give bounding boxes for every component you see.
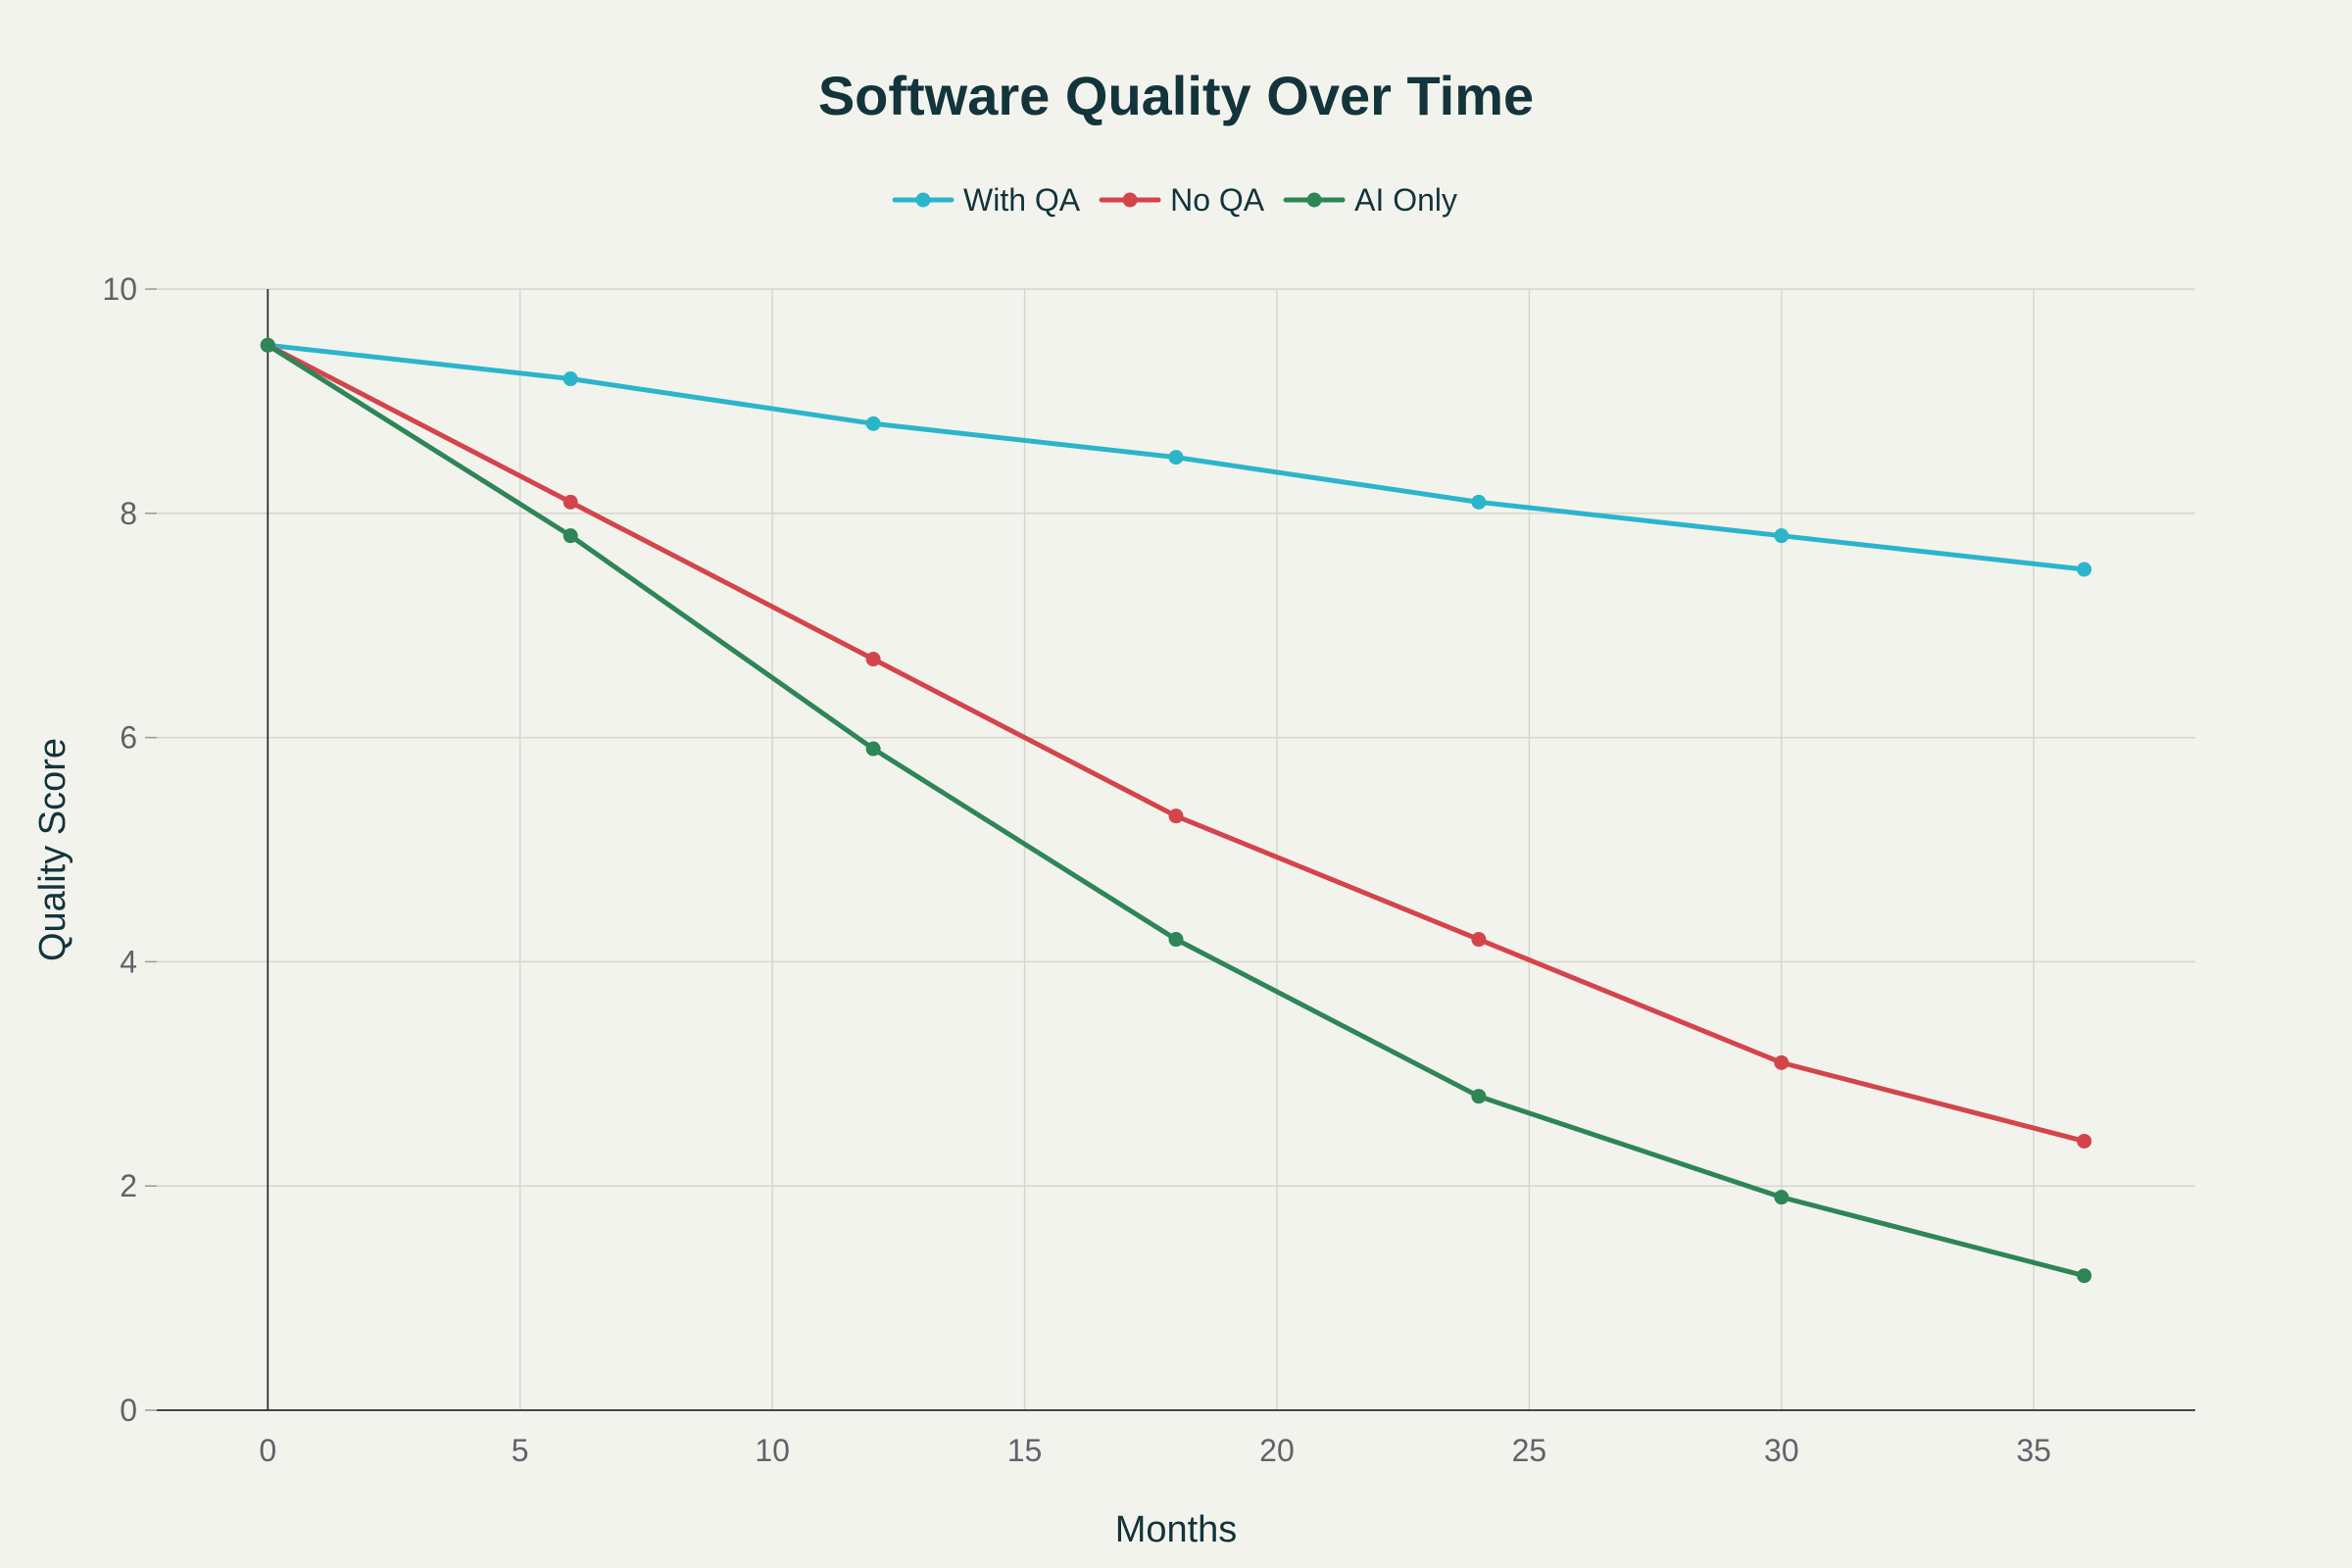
legend-swatch-marker — [1306, 192, 1322, 208]
data-point-with-qa — [1168, 450, 1184, 466]
axes — [157, 289, 2195, 1411]
x-tick-label: 15 — [1007, 1433, 1043, 1468]
data-point-ai-only — [1774, 1190, 1789, 1205]
grid-lines — [145, 288, 2195, 1411]
data-series — [260, 337, 2092, 1284]
x-tick-label: 25 — [1512, 1433, 1547, 1468]
series-ai-only — [260, 337, 2092, 1284]
y-tick-label: 6 — [120, 720, 137, 756]
x-axis-ticks: 0 5 10 15 20 25 30 35 — [259, 1433, 2051, 1468]
data-point-with-qa — [563, 371, 578, 387]
data-point-no-qa — [563, 494, 578, 510]
data-point-ai-only — [1471, 1089, 1487, 1104]
x-tick-label: 0 — [259, 1433, 276, 1468]
legend: With QA No QA AI Only — [892, 182, 1457, 218]
y-tick-label: 2 — [120, 1168, 137, 1203]
data-point-with-qa — [1774, 528, 1789, 544]
x-tick-label: 35 — [2016, 1433, 2051, 1468]
data-point-with-qa — [865, 416, 881, 431]
legend-swatch-marker — [1122, 192, 1138, 208]
x-tick-label: 10 — [755, 1433, 790, 1468]
chart-title: Software Quality Over Time — [818, 65, 1534, 126]
data-point-ai-only — [1168, 932, 1184, 948]
data-point-no-qa — [1774, 1054, 1789, 1070]
y-tick-label: 10 — [102, 271, 137, 307]
data-point-ai-only — [563, 528, 578, 544]
legend-swatch-marker — [915, 192, 931, 208]
y-tick-label: 8 — [120, 496, 137, 531]
data-point-with-qa — [2077, 562, 2092, 577]
legend-item-ai-only: AI Only — [1283, 182, 1457, 218]
data-point-ai-only — [2077, 1268, 2092, 1284]
x-tick-label: 30 — [1764, 1433, 1799, 1468]
x-tick-label: 20 — [1259, 1433, 1295, 1468]
data-point-no-qa — [2077, 1133, 2092, 1149]
y-tick-label: 0 — [120, 1393, 137, 1428]
legend-label: AI Only — [1354, 182, 1457, 218]
x-axis-title: Months — [1115, 1509, 1238, 1550]
y-tick-label: 4 — [120, 944, 137, 979]
legend-item-with-qa: With QA — [892, 182, 1081, 218]
y-axis-title: Quality Score — [32, 738, 74, 961]
y-axis-ticks: 0 2 4 6 8 10 — [102, 271, 137, 1428]
x-tick-label: 5 — [512, 1433, 529, 1468]
legend-label: With QA — [963, 182, 1081, 218]
data-point-ai-only — [865, 741, 881, 757]
data-point-no-qa — [1471, 932, 1487, 948]
data-point-no-qa — [865, 652, 881, 667]
legend-item-no-qa: No QA — [1099, 182, 1265, 218]
series-with-qa — [260, 337, 2092, 577]
data-point-with-qa — [1471, 494, 1487, 510]
data-point-no-qa — [1168, 808, 1184, 824]
data-point-ai-only — [260, 337, 275, 353]
legend-label: No QA — [1170, 182, 1265, 218]
